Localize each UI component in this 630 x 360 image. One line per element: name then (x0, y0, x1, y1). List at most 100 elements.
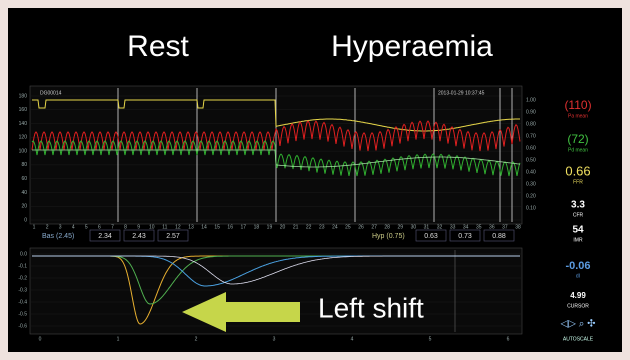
readout-label: IMR (573, 237, 583, 243)
y-tick-label: 40 (21, 190, 27, 196)
y2-tick-label: 1.00 (526, 97, 536, 103)
x-tick-label: 32 (437, 224, 443, 230)
readout-value: -0.06 (565, 260, 590, 272)
y2-tick-label: 0.90 (526, 109, 536, 115)
readout-label: CFR (573, 212, 584, 218)
autoscale-button[interactable]: AUTOSCALE (563, 336, 594, 342)
x-tick-label: 20 (280, 224, 286, 230)
y-tick-label: -0.4 (18, 299, 27, 305)
x-tick-label: 4 (72, 224, 75, 230)
bas-label: Bas (2.45) (42, 233, 74, 240)
y-tick-label: -0.5 (18, 311, 27, 317)
y-tick-label: 0 (24, 217, 27, 223)
x-tick-label: 9 (137, 224, 140, 230)
y2-tick-label: 0.70 (526, 133, 536, 139)
readout-value: (72) (567, 132, 588, 146)
y2-tick-label: 0.80 (526, 121, 536, 127)
readout-value: 54 (572, 225, 584, 236)
y2-tick-label: 0.10 (526, 205, 536, 211)
x-tick-label: 36 (489, 224, 495, 230)
x-tick-label: 2 (46, 224, 49, 230)
annotation: Left shift (318, 292, 424, 323)
y-tick-label: -0.6 (18, 323, 27, 329)
y-tick-label: 80 (21, 162, 27, 168)
x-tick-label: 38 (515, 224, 521, 230)
x-tick-label: 2 (195, 336, 198, 342)
x-tick-label: 14 (201, 224, 207, 230)
y2-tick-label: 0.60 (526, 145, 536, 151)
readout-label: dI (576, 273, 580, 279)
case-id: DG00014 (40, 90, 62, 96)
x-tick-label: 3 (59, 224, 62, 230)
readout-label: Pd mean (568, 147, 588, 153)
x-tick-label: 26 (358, 224, 364, 230)
hyp-value: 0.63 (424, 233, 438, 240)
y2-tick-label: 0.50 (526, 157, 536, 163)
readout-label: Pa mean (568, 113, 588, 119)
hyp-label: Hyp (0.75) (372, 233, 405, 240)
hyperaemia-title: Hyperaemia (331, 30, 493, 63)
x-tick-label: 5 (429, 336, 432, 342)
y2-tick-label: 0.40 (526, 169, 536, 175)
x-tick-label: 8 (124, 224, 127, 230)
y-tick-label: 100 (19, 148, 28, 154)
x-tick-label: 3 (273, 336, 276, 342)
x-tick-label: 16 (227, 224, 233, 230)
x-tick-label: 28 (384, 224, 390, 230)
readout-value: (110) (564, 98, 591, 112)
y-tick-label: 0.0 (20, 251, 27, 257)
x-tick-label: 15 (214, 224, 220, 230)
y2-tick-label: 0.30 (526, 181, 536, 187)
y-tick-label: 180 (19, 93, 28, 99)
y-tick-label: 160 (19, 107, 28, 113)
x-tick-label: 1 (33, 224, 36, 230)
x-tick-label: 5 (85, 224, 88, 230)
x-tick-label: 1 (117, 336, 120, 342)
x-tick-label: 21 (293, 224, 299, 230)
y-tick-label: -0.3 (18, 287, 27, 293)
readout-value: 0.66 (565, 163, 590, 178)
x-tick-label: 13 (188, 224, 194, 230)
y-tick-label: 60 (21, 176, 27, 182)
x-tick-label: 17 (241, 224, 247, 230)
y2-tick-label: 0.20 (526, 193, 536, 199)
x-tick-label: 34 (463, 224, 469, 230)
y-tick-label: 120 (19, 135, 28, 141)
readout-value: 3.3 (571, 200, 585, 211)
x-tick-label: 12 (175, 224, 181, 230)
timestamp: 2013-01-29 10:37:45 (438, 90, 485, 96)
hyp-value: 0.73 (458, 233, 472, 240)
x-tick-label: 7 (111, 224, 114, 230)
x-tick-label: 4 (351, 336, 354, 342)
x-tick-label: 10 (149, 224, 155, 230)
x-tick-label: 29 (397, 224, 403, 230)
bas-value: 2.34 (98, 233, 112, 240)
x-tick-label: 35 (476, 224, 482, 230)
bas-value: 2.57 (166, 233, 180, 240)
y-tick-label: 140 (19, 121, 28, 127)
x-tick-label: 27 (371, 224, 377, 230)
x-tick-label: 6 (98, 224, 101, 230)
readout-label: FFR (573, 179, 583, 185)
toolbar-icons[interactable]: ◁▷ ⌕ ✣ (561, 319, 596, 330)
hyp-value: 0.88 (492, 233, 506, 240)
x-tick-label: 11 (162, 224, 167, 230)
x-tick-label: 33 (450, 224, 456, 230)
x-tick-label: 19 (267, 224, 273, 230)
x-tick-label: 25 (345, 224, 351, 230)
bas-value: 2.43 (132, 233, 146, 240)
screenshot: Rest Hyperaemia DG00014 2013-01-29 10:37… (0, 0, 630, 360)
y-tick-label: -0.2 (18, 275, 27, 281)
x-tick-label: 18 (254, 224, 260, 230)
x-tick-label: 31 (424, 224, 430, 230)
y-tick-label: 20 (21, 204, 27, 210)
x-tick-label: 37 (502, 224, 508, 230)
readout-value: 4.99 (570, 291, 586, 300)
x-tick-label: 24 (332, 224, 338, 230)
x-tick-label: 0 (39, 336, 42, 342)
readout-label: CURSOR (567, 303, 589, 309)
page: Rest Hyperaemia DG00014 2013-01-29 10:37… (0, 0, 630, 360)
x-tick-label: 22 (306, 224, 312, 230)
x-tick-label: 30 (411, 224, 417, 230)
x-tick-label: 6 (507, 336, 510, 342)
